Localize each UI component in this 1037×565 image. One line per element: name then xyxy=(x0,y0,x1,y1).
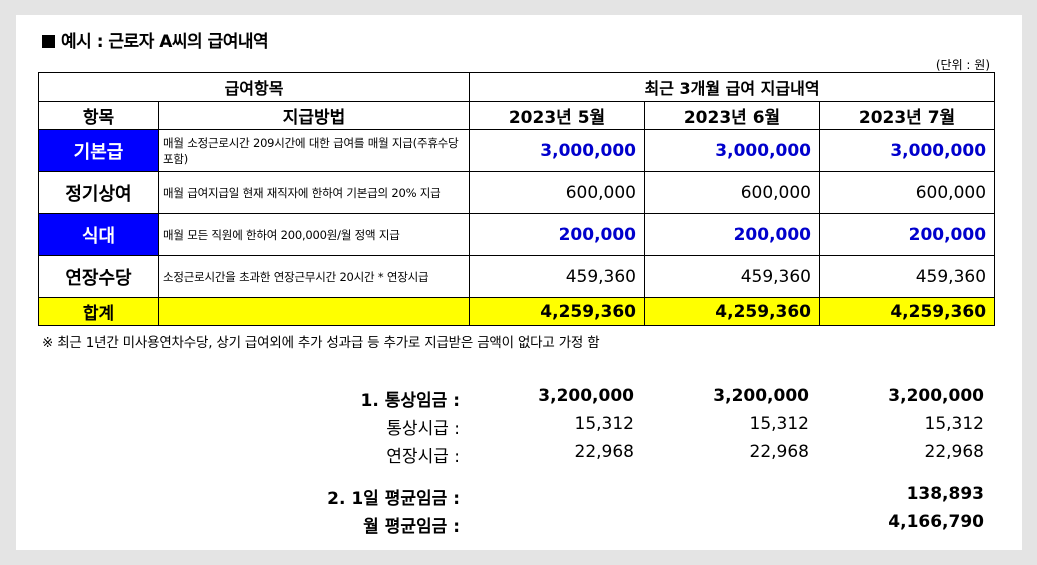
header-month-1: 2023년 5월 xyxy=(469,101,646,130)
header-item-group: 급여항목 xyxy=(37,72,471,102)
overtime-hourly-value: 22,968 xyxy=(749,442,809,462)
unit-label: (단위 : 원) xyxy=(935,58,990,72)
ordinary-wage-label: 1. 통상임금 : xyxy=(360,391,460,411)
monthly-average-value: 4,166,790 xyxy=(888,512,984,532)
monthly-average-row: 월 평균임금 : 4,166,790 xyxy=(16,512,1022,537)
value-cell: 600,000 xyxy=(644,171,821,214)
item-regular-bonus: 정기상여 xyxy=(38,171,159,214)
daily-average-row: 2. 1일 평균임금 : 138,893 xyxy=(16,484,1022,509)
table-row: 식대 매월 모든 직원에 한하여 200,000원/월 정액 지급 200,00… xyxy=(38,213,996,256)
total-label: 합계 xyxy=(38,297,159,326)
overtime-hourly-value: 22,968 xyxy=(924,442,984,462)
value-cell: 459,360 xyxy=(644,255,821,298)
value-cell: 3,000,000 xyxy=(469,129,646,172)
value-cell: 3,000,000 xyxy=(819,129,996,172)
value-cell: 200,000 xyxy=(819,213,996,256)
ordinary-hourly-value: 15,312 xyxy=(574,414,634,434)
value-cell: 600,000 xyxy=(469,171,646,214)
ordinary-wage-value: 3,200,000 xyxy=(538,386,634,406)
ordinary-hourly-value: 15,312 xyxy=(924,414,984,434)
header-month-2: 2023년 6월 xyxy=(644,101,821,130)
total-value: 4,259,360 xyxy=(819,297,996,326)
table-header-row-1: 급여항목 최근 3개월 급여 지급내역 xyxy=(37,72,996,102)
header-item: 항목 xyxy=(38,101,159,130)
overtime-hourly-value: 22,968 xyxy=(574,442,634,462)
value-cell: 3,000,000 xyxy=(644,129,821,172)
table-row: 기본급 매월 소정근로시간 209시간에 대한 급여를 매월 지급(주휴수당 포… xyxy=(38,129,996,172)
total-value: 4,259,360 xyxy=(644,297,821,326)
table-row: 연장수당 소정근로시간을 초과한 연장근무시간 20시간 * 연장시급 459,… xyxy=(38,255,996,298)
ordinary-hourly-value: 15,312 xyxy=(749,414,809,434)
item-meal-allowance: 식대 xyxy=(38,213,159,256)
table-header-row-2: 항목 지급방법 2023년 5월 2023년 6월 2023년 7월 xyxy=(38,101,996,130)
value-cell: 200,000 xyxy=(469,213,646,256)
daily-average-value: 138,893 xyxy=(906,484,984,504)
document-title: 예시 : 근로자 A씨의 급여내역 xyxy=(42,27,269,52)
title-text: 예시 : 근로자 A씨의 급여내역 xyxy=(61,32,269,52)
overtime-hourly-row: 연장시급 : 22,968 22,968 22,968 xyxy=(16,442,1022,467)
header-month-3: 2023년 7월 xyxy=(819,101,996,130)
ordinary-wage-value: 3,200,000 xyxy=(713,386,809,406)
total-row: 합계 4,259,360 4,259,360 4,259,360 xyxy=(38,297,996,326)
ordinary-hourly-label: 통상시급 : xyxy=(386,419,460,439)
total-value: 4,259,360 xyxy=(469,297,646,326)
monthly-average-label: 월 평균임금 : xyxy=(363,517,460,537)
overtime-hourly-label: 연장시급 : xyxy=(386,447,460,467)
total-empty-cell xyxy=(157,297,471,326)
method-text: 매월 소정근로시간 209시간에 대한 급여를 매월 지급(주휴수당 포함) xyxy=(157,129,471,172)
ordinary-wage-row: 1. 통상임금 : 3,200,000 3,200,000 3,200,000 xyxy=(16,386,1022,411)
daily-average-label: 2. 1일 평균임금 : xyxy=(327,489,460,509)
value-cell: 459,360 xyxy=(819,255,996,298)
header-method: 지급방법 xyxy=(157,101,471,130)
square-bullet-icon xyxy=(42,35,55,48)
method-text: 매월 급여지급일 현재 재직자에 한하여 기본급의 20% 지급 xyxy=(157,171,471,214)
value-cell: 200,000 xyxy=(644,213,821,256)
item-base-pay: 기본급 xyxy=(38,129,159,172)
header-period-group: 최근 3개월 급여 지급내역 xyxy=(469,72,996,102)
ordinary-hourly-row: 통상시급 : 15,312 15,312 15,312 xyxy=(16,414,1022,439)
value-cell: 600,000 xyxy=(819,171,996,214)
ordinary-wage-value: 3,200,000 xyxy=(888,386,984,406)
value-cell: 459,360 xyxy=(469,255,646,298)
table-row: 정기상여 매월 급여지급일 현재 재직자에 한하여 기본급의 20% 지급 60… xyxy=(38,171,996,214)
pay-table: 급여항목 최근 3개월 급여 지급내역 항목 지급방법 2023년 5월 202… xyxy=(37,72,996,326)
item-overtime-pay: 연장수당 xyxy=(38,255,159,298)
footnote: ※ 최근 1년간 미사용연차수당, 상기 급여외에 추가 성과급 등 추가로 지… xyxy=(42,335,600,351)
document-sheet: 예시 : 근로자 A씨의 급여내역 (단위 : 원) 급여항목 최근 3개월 급… xyxy=(16,15,1022,550)
method-text: 매월 모든 직원에 한하여 200,000원/월 정액 지급 xyxy=(157,213,471,256)
method-text: 소정근로시간을 초과한 연장근무시간 20시간 * 연장시급 xyxy=(157,255,471,298)
